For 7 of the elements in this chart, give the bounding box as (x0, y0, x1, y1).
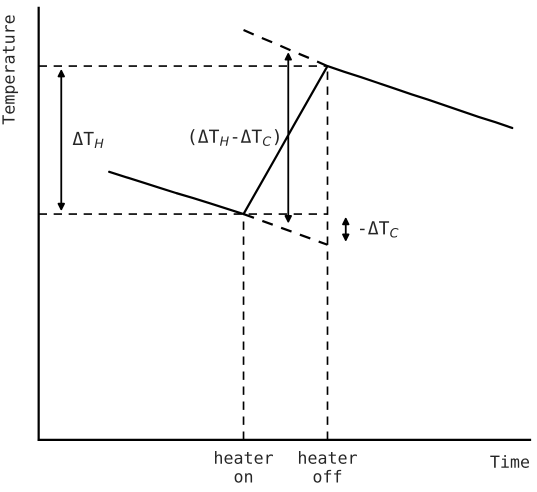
x-tick-label: heater on (215, 451, 274, 483)
annotation: ΔT$_{H}$ (72, 132, 104, 148)
annotation: (ΔT$_{H}$-ΔT$_{C}$) (190, 129, 279, 146)
x-tick-label: heater off (298, 451, 357, 483)
y-axis-title: Temperature (2, 15, 18, 124)
annotation: -ΔT$_{C}$ (360, 221, 398, 238)
x-axis-title: Time (490, 455, 530, 468)
